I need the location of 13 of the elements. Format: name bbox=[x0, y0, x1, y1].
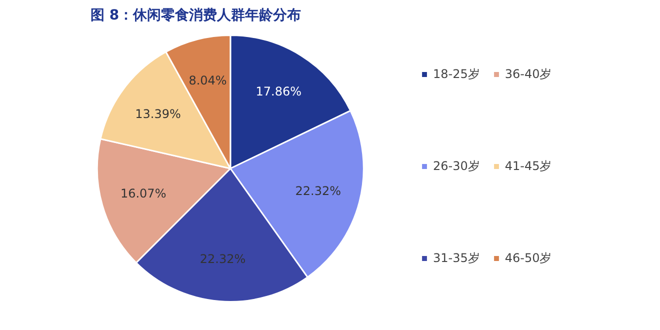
chart-title: 图 8：休闲零食消费人群年龄分布 bbox=[90, 8, 302, 24]
data-label: 17.86% bbox=[256, 84, 302, 99]
legend-label: 18-25岁 bbox=[433, 66, 480, 82]
legend-label: 46-50岁 bbox=[504, 250, 552, 266]
legend-label: 26-30岁 bbox=[433, 158, 480, 174]
data-label: 13.39% bbox=[135, 106, 181, 121]
data-label: 8.04% bbox=[188, 74, 227, 88]
data-label: 22.32% bbox=[295, 184, 342, 198]
legend-label: 36-40岁 bbox=[504, 66, 552, 82]
legend-label: 41-45岁 bbox=[504, 158, 552, 174]
legend-label: 31-35岁 bbox=[433, 250, 480, 266]
data-label: 22.32% bbox=[200, 252, 246, 266]
data-label: 16.07% bbox=[120, 186, 166, 201]
